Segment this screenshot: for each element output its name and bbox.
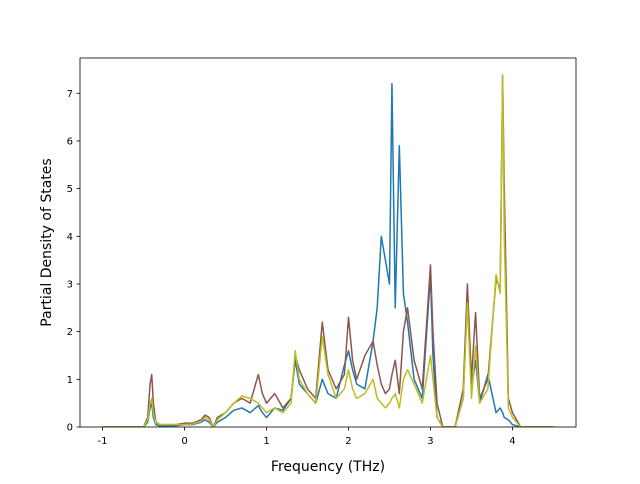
series-line — [102, 74, 554, 427]
y-tick-label: 4 — [67, 232, 73, 243]
y-axis-label: Partial Density of States — [39, 158, 55, 326]
x-axis-label: Frequency (THz) — [271, 459, 385, 475]
plot-area — [102, 74, 554, 427]
x-tick-label: 2 — [345, 436, 351, 447]
x-tick-label: -1 — [98, 436, 108, 447]
y-tick-label: 3 — [67, 279, 73, 290]
y-tick-label: 2 — [67, 327, 73, 338]
y-tick-label: 6 — [67, 136, 73, 147]
x-tick-label: 1 — [263, 436, 269, 447]
y-tick-label: 7 — [67, 89, 73, 100]
axes-frame — [79, 57, 577, 428]
y-tick-label: 5 — [67, 184, 73, 195]
y-tick-label: 0 — [67, 423, 73, 434]
x-tick-label: 3 — [427, 436, 433, 447]
series-line — [102, 74, 554, 427]
x-tick-label: 0 — [181, 436, 187, 447]
x-tick-label: 4 — [509, 436, 515, 447]
y-tick-label: 1 — [67, 375, 73, 386]
